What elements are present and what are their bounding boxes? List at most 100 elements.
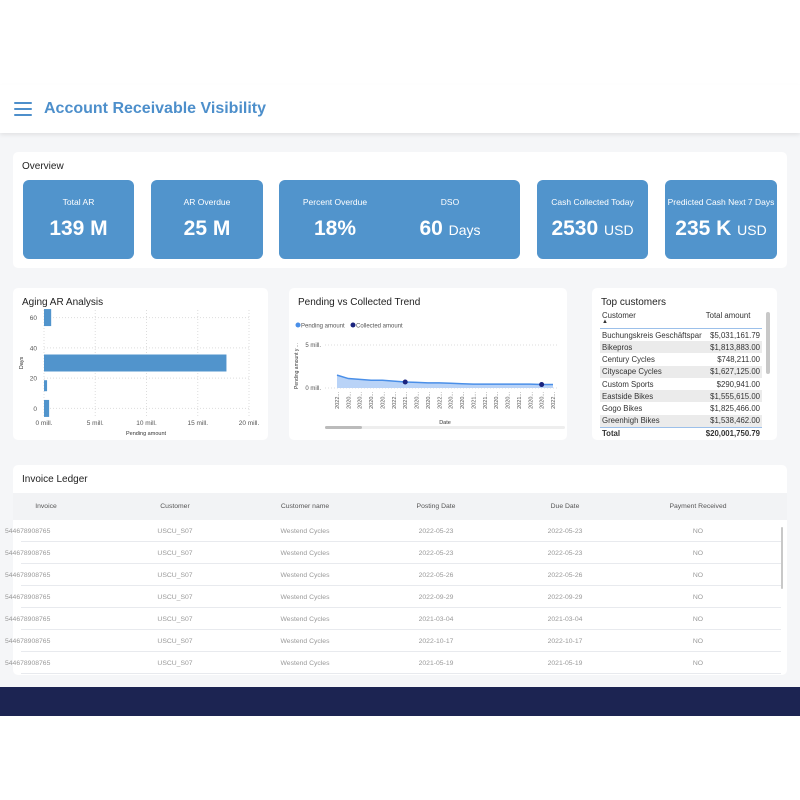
kpi-label: Predicted Cash Next 7 Days: [667, 197, 775, 207]
x-tick-label: 2020...: [449, 392, 455, 409]
ledger-row[interactable]: 544678908765 USCU_S07 Westend Cycles 2021-0…: [5, 652, 781, 674]
legend-marker: [295, 322, 301, 328]
column-header[interactable]: Customer: [160, 503, 190, 510]
ledger-cell: USCU_S07: [157, 638, 193, 645]
ledger-cell: 544678908765: [5, 616, 51, 623]
y-tick-label: 0 mill.: [305, 386, 321, 392]
customer-name: Bikepros: [600, 341, 704, 354]
ledger-row[interactable]: 544678908765 USCU_S07 Westend Cycles 2022-0…: [5, 564, 781, 586]
table-row[interactable]: Cityscape Cycles $1,627,125.00: [600, 365, 762, 378]
y-tick-label: 60: [30, 315, 38, 322]
table-row[interactable]: Bikepros $1,813,883.00: [600, 341, 762, 354]
total-label: Total: [600, 426, 704, 440]
scrollbar-thumb[interactable]: [325, 426, 362, 429]
ledger-cell: Westend Cycles: [280, 528, 330, 535]
legend-label: Pending amount: [301, 324, 345, 330]
kpi-value: 139 M: [49, 217, 108, 240]
ledger-cell: 544678908765: [5, 528, 51, 535]
ledger-cell: USCU_S07: [157, 572, 193, 579]
ledger-cell: 2022-10-17: [418, 638, 454, 645]
legend-marker: [350, 322, 356, 328]
aging-ar-chart: 0 mill. 5 mill. 10 mill. 15 mill. 20 mill. 0 2…: [19, 309, 259, 437]
trend-panel: Pending vs Collected Trend Pending amoun…: [289, 288, 567, 440]
ledger-cell: 2022-05-26: [547, 572, 583, 579]
kpi-label: DSO: [440, 197, 460, 207]
ledger-cell: Westend Cycles: [280, 638, 330, 645]
kpi-value: 2530 USD: [551, 217, 634, 240]
ledger-cell: 2022-05-26: [418, 572, 454, 579]
ledger-row[interactable]: 544678908765 USCU_S07 Westend Cycles 2022-0…: [5, 542, 781, 564]
kpi-label: Total AR: [62, 197, 95, 207]
x-tick-label: 5 mill.: [87, 420, 104, 427]
column-header[interactable]: Due Date: [550, 503, 580, 510]
x-tick-label: 2020...: [426, 392, 432, 409]
x-tick-label: 2021...: [403, 392, 409, 409]
ledger-cell: 2022-10-17: [547, 638, 583, 645]
x-tick-label: 2020...: [380, 392, 386, 409]
ledger-cell: Westend Cycles: [280, 550, 330, 557]
ledger-scrollbar[interactable]: [781, 527, 783, 589]
column-header[interactable]: Customer name: [280, 503, 330, 510]
ledger-cell: NO: [692, 638, 704, 645]
table-row[interactable]: Gogo Bikes $1,825,466.00: [600, 402, 762, 414]
kpi-unit: USD: [737, 222, 767, 238]
legend-label: Collected amount: [356, 324, 403, 330]
x-tick-label: 2022...: [551, 392, 557, 409]
total-row: Total $20,001,750.79: [600, 426, 762, 440]
kpi-card: Predicted Cash Next 7 Days 235 K USD: [665, 180, 777, 259]
x-tick-label: 2020...: [358, 392, 364, 409]
kpi-value: 25 M: [183, 217, 231, 240]
ledger-cell: 544678908765: [5, 638, 51, 645]
overview-panel: Overview Total AR 139 M AR Overdue 25 M Pe…: [13, 152, 787, 268]
customer-name: Eastside Bikes: [600, 390, 704, 403]
table-row[interactable]: Custom Sports $290,941.00: [600, 378, 762, 390]
kpi-card: Cash Collected Today 2530 USD: [537, 180, 648, 259]
kpi-value: 60 Days: [419, 217, 481, 240]
customer-name: Cityscape Cycles: [600, 365, 704, 378]
customer-amount: $1,538,462.00: [703, 414, 762, 428]
kpi-unit: Days: [448, 222, 481, 238]
y-tick-label: 5 mill.: [305, 343, 321, 349]
ledger-cell: NO: [692, 660, 704, 667]
ledger-cell: NO: [692, 616, 704, 623]
page-title: Account Receivable Visibility: [44, 100, 267, 117]
ledger-cell: Westend Cycles: [280, 572, 330, 579]
column-header[interactable]: Payment Received: [669, 503, 727, 510]
column-header-customer[interactable]: Customer ▲: [600, 310, 704, 329]
kpi-value: 18%: [313, 217, 357, 240]
kpi-label: Cash Collected Today: [551, 197, 634, 207]
ledger-row[interactable]: 544678908765 USCU_S07 Westend Cycles 2022-1…: [5, 630, 781, 652]
invoice-ledger-panel: Invoice Ledger Invoice Customer Customer n…: [5, 465, 787, 675]
bar: [44, 309, 52, 327]
ledger-cell: 2021-05-19: [418, 660, 454, 667]
table-row[interactable]: Century Cycles $748,211.00: [600, 353, 762, 365]
customer-amount: $748,211.00: [717, 354, 760, 364]
y-tick-label: 0: [33, 406, 37, 413]
pending-line: [336, 374, 553, 386]
ledger-cell: 544678908765: [5, 594, 51, 601]
column-header-total-amount[interactable]: Total amount: [703, 310, 762, 329]
y-axis-label: Days: [19, 356, 25, 369]
customer-name: Custom Sports: [602, 379, 654, 389]
kpi-card: Total AR 139 M: [23, 180, 134, 259]
ledger-row[interactable]: 544678908765 USCU_S07 Westend Cycles 2022-0…: [5, 520, 781, 542]
x-tick-label: 2020...: [540, 392, 546, 409]
sort-ascending-icon: ▲: [602, 319, 608, 325]
x-tick-label: 2020...: [415, 392, 421, 409]
x-axis-label: Date: [439, 420, 451, 426]
table-row[interactable]: Greenhigh Bikes $1,538,462.00: [600, 414, 762, 428]
top-customers-scrollbar[interactable]: [766, 312, 770, 374]
column-header[interactable]: Posting Date: [416, 503, 456, 510]
ledger-cell: Westend Cycles: [280, 594, 330, 601]
ledger-cell: 544678908765: [5, 550, 51, 557]
hamburger-menu-icon[interactable]: [14, 102, 32, 116]
x-tick-label: 2021...: [517, 392, 523, 409]
ledger-row[interactable]: 544678908765 USCU_S07 Westend Cycles 2022-0…: [5, 586, 781, 608]
trend-chart: Pending amount Collected amount 0 mill. 5 m…: [294, 322, 565, 429]
ledger-cell: 2022-05-23: [418, 550, 454, 557]
table-row[interactable]: Eastside Bikes $1,555,615.00: [600, 390, 762, 403]
column-header[interactable]: Invoice: [35, 503, 57, 510]
y-tick-label: 40: [30, 345, 38, 352]
ledger-row[interactable]: 544678908765 USCU_S07 Westend Cycles 2021-0…: [5, 608, 781, 630]
table-row[interactable]: Buchungskreis Geschäftspar $5,031,161.79: [600, 329, 762, 342]
